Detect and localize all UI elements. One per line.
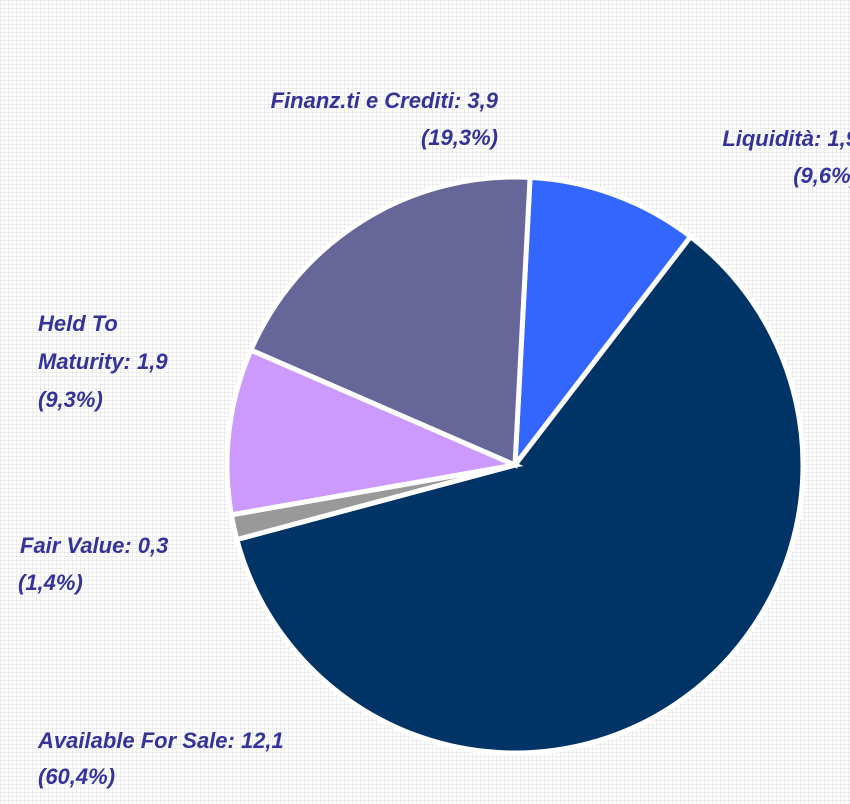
pie-slice (512, 174, 695, 473)
slice-label: Maturity: 1,9 (38, 349, 168, 374)
slice-label: Available For Sale: 12,1 (37, 728, 284, 753)
slice-label: Fair Value: 0,3 (20, 533, 168, 558)
slice-label: (19,3%) (421, 125, 498, 150)
slice-label: (9,3%) (38, 387, 103, 412)
slice-label: (1,4%) (18, 570, 83, 595)
pie-slice (247, 174, 533, 469)
slice-label: (60,4%) (38, 764, 115, 789)
slice-label: Liquidità: 1,9 (722, 126, 850, 151)
pie-slice (233, 233, 806, 756)
slice-label: Held To (38, 311, 118, 336)
slice-label: Finanz.ti e Crediti: 3,9 (271, 88, 499, 113)
slice-label: (9,6%) (793, 163, 850, 188)
pie-slice (224, 346, 524, 518)
